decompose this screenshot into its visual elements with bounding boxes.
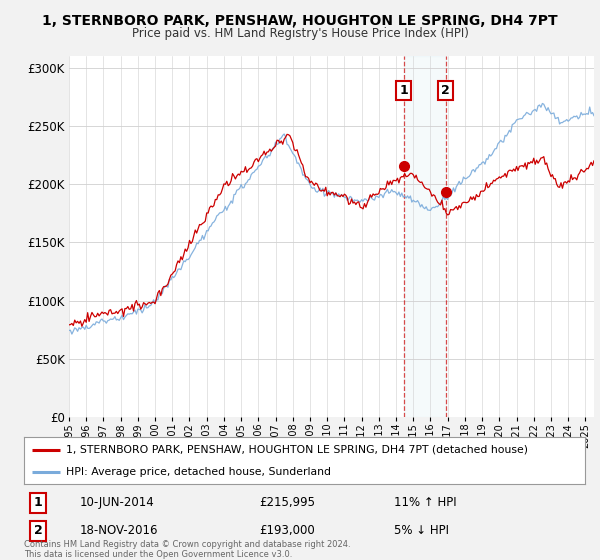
Text: 5% ↓ HPI: 5% ↓ HPI <box>394 524 449 537</box>
Text: £215,995: £215,995 <box>260 496 316 509</box>
Text: 10-JUN-2014: 10-JUN-2014 <box>80 496 155 509</box>
Text: 1, STERNBORO PARK, PENSHAW, HOUGHTON LE SPRING, DH4 7PT: 1, STERNBORO PARK, PENSHAW, HOUGHTON LE … <box>42 14 558 28</box>
Text: 2: 2 <box>441 84 450 97</box>
Text: 1, STERNBORO PARK, PENSHAW, HOUGHTON LE SPRING, DH4 7PT (detached house): 1, STERNBORO PARK, PENSHAW, HOUGHTON LE … <box>66 445 528 455</box>
Bar <box>404 56 446 417</box>
Text: £193,000: £193,000 <box>260 524 316 537</box>
Text: 2: 2 <box>34 524 43 537</box>
Text: Price paid vs. HM Land Registry's House Price Index (HPI): Price paid vs. HM Land Registry's House … <box>131 27 469 40</box>
Text: HPI: Average price, detached house, Sunderland: HPI: Average price, detached house, Sund… <box>66 466 331 477</box>
Text: 11% ↑ HPI: 11% ↑ HPI <box>394 496 457 509</box>
Text: Contains HM Land Registry data © Crown copyright and database right 2024.
This d: Contains HM Land Registry data © Crown c… <box>24 540 350 559</box>
Text: 1: 1 <box>399 84 408 97</box>
Text: 18-NOV-2016: 18-NOV-2016 <box>80 524 158 537</box>
Text: 1: 1 <box>34 496 43 509</box>
